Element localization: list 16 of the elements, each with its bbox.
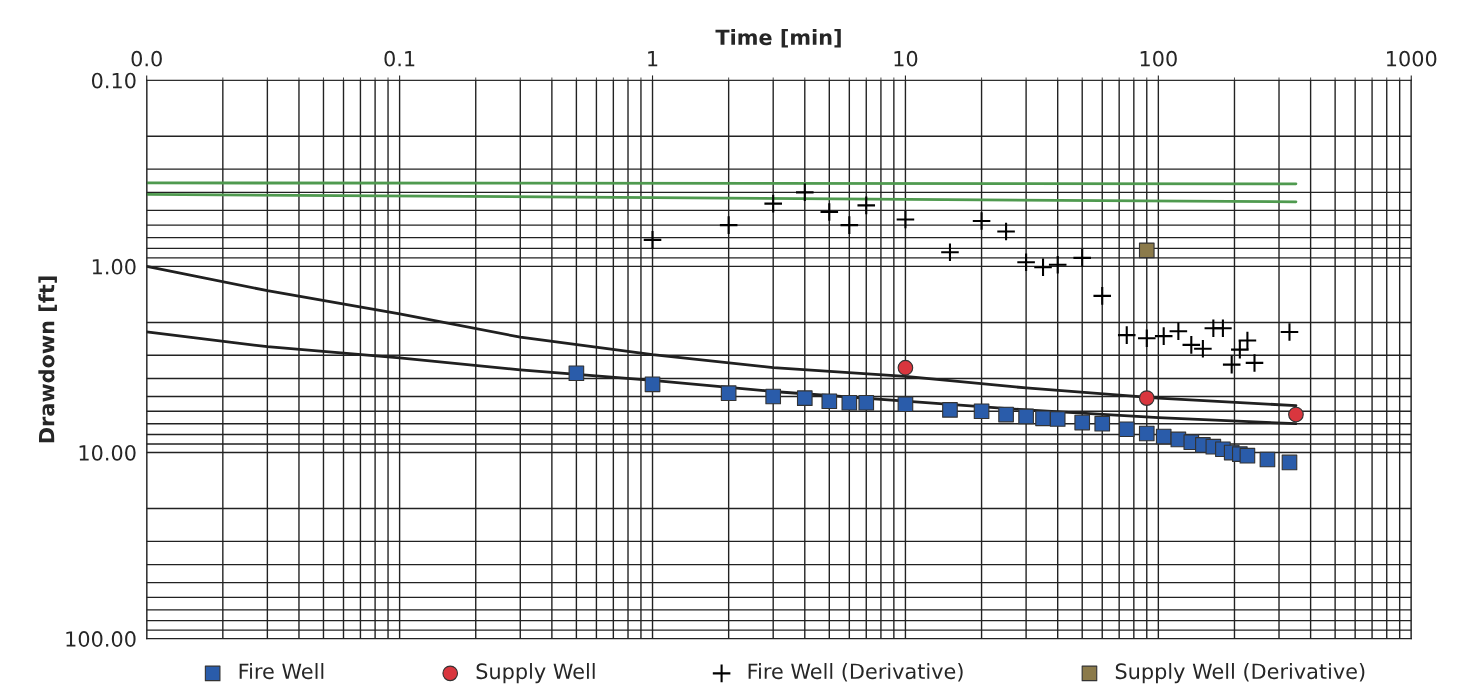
y-tick-label: 100.00 [66,631,136,647]
legend-label: Supply Well (Derivative) [1115,663,1365,684]
y-tick-label: 10.00 [79,444,136,461]
x-tick-label: 100 [1140,50,1177,67]
y-tick-label: 0.10 [91,72,136,89]
y-tick-label: 1.00 [92,258,136,275]
legend-label: Supply Well [476,663,595,684]
x-tick-label: 0.1 [384,50,415,67]
y-axis-title: Drawdown [ft] [38,276,57,443]
x-tick-label: 10 [894,50,918,67]
x-tick-label: 0.0 [131,50,162,67]
x-tick-label: 1000 [1387,50,1437,67]
legend-label: Fire Well [239,663,324,680]
x-tick-label: 1 [648,51,658,67]
legend-label: Fire Well (Derivative) [748,663,963,682]
x-axis-title: Time [min] [715,29,841,48]
